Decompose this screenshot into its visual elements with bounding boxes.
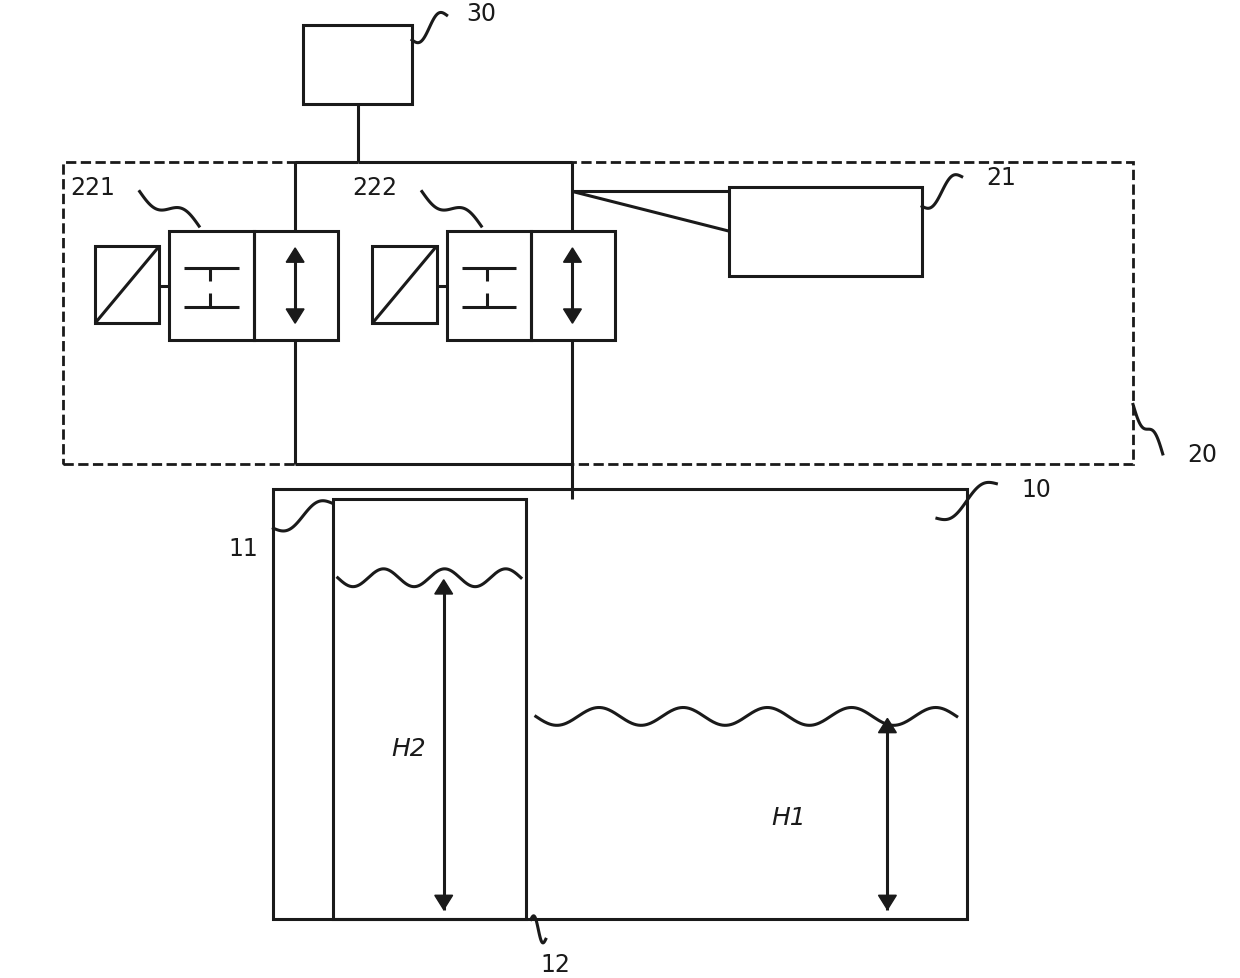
Text: H2: H2 [392,736,427,760]
Bar [303,26,412,106]
Bar [729,188,923,277]
Text: 221: 221 [69,175,115,200]
Text: 21: 21 [987,165,1017,190]
Polygon shape [878,719,897,733]
Polygon shape [435,896,453,910]
Text: 11: 11 [228,537,258,560]
Bar [273,489,967,919]
Polygon shape [286,310,304,324]
Bar [63,162,1133,465]
Text: H1: H1 [771,806,806,829]
Text: 12: 12 [541,952,570,976]
Bar [170,232,253,340]
Bar [95,246,160,324]
Bar [531,232,615,340]
Bar [332,499,526,919]
Polygon shape [878,896,897,910]
Polygon shape [563,248,582,263]
Text: 30: 30 [466,2,496,26]
Bar [253,232,337,340]
Text: 10: 10 [1021,477,1052,501]
Polygon shape [563,310,582,324]
Polygon shape [435,580,453,595]
Text: 222: 222 [352,175,397,200]
Bar [446,232,531,340]
Polygon shape [286,248,304,263]
Bar [372,246,436,324]
Text: 20: 20 [1188,442,1218,467]
